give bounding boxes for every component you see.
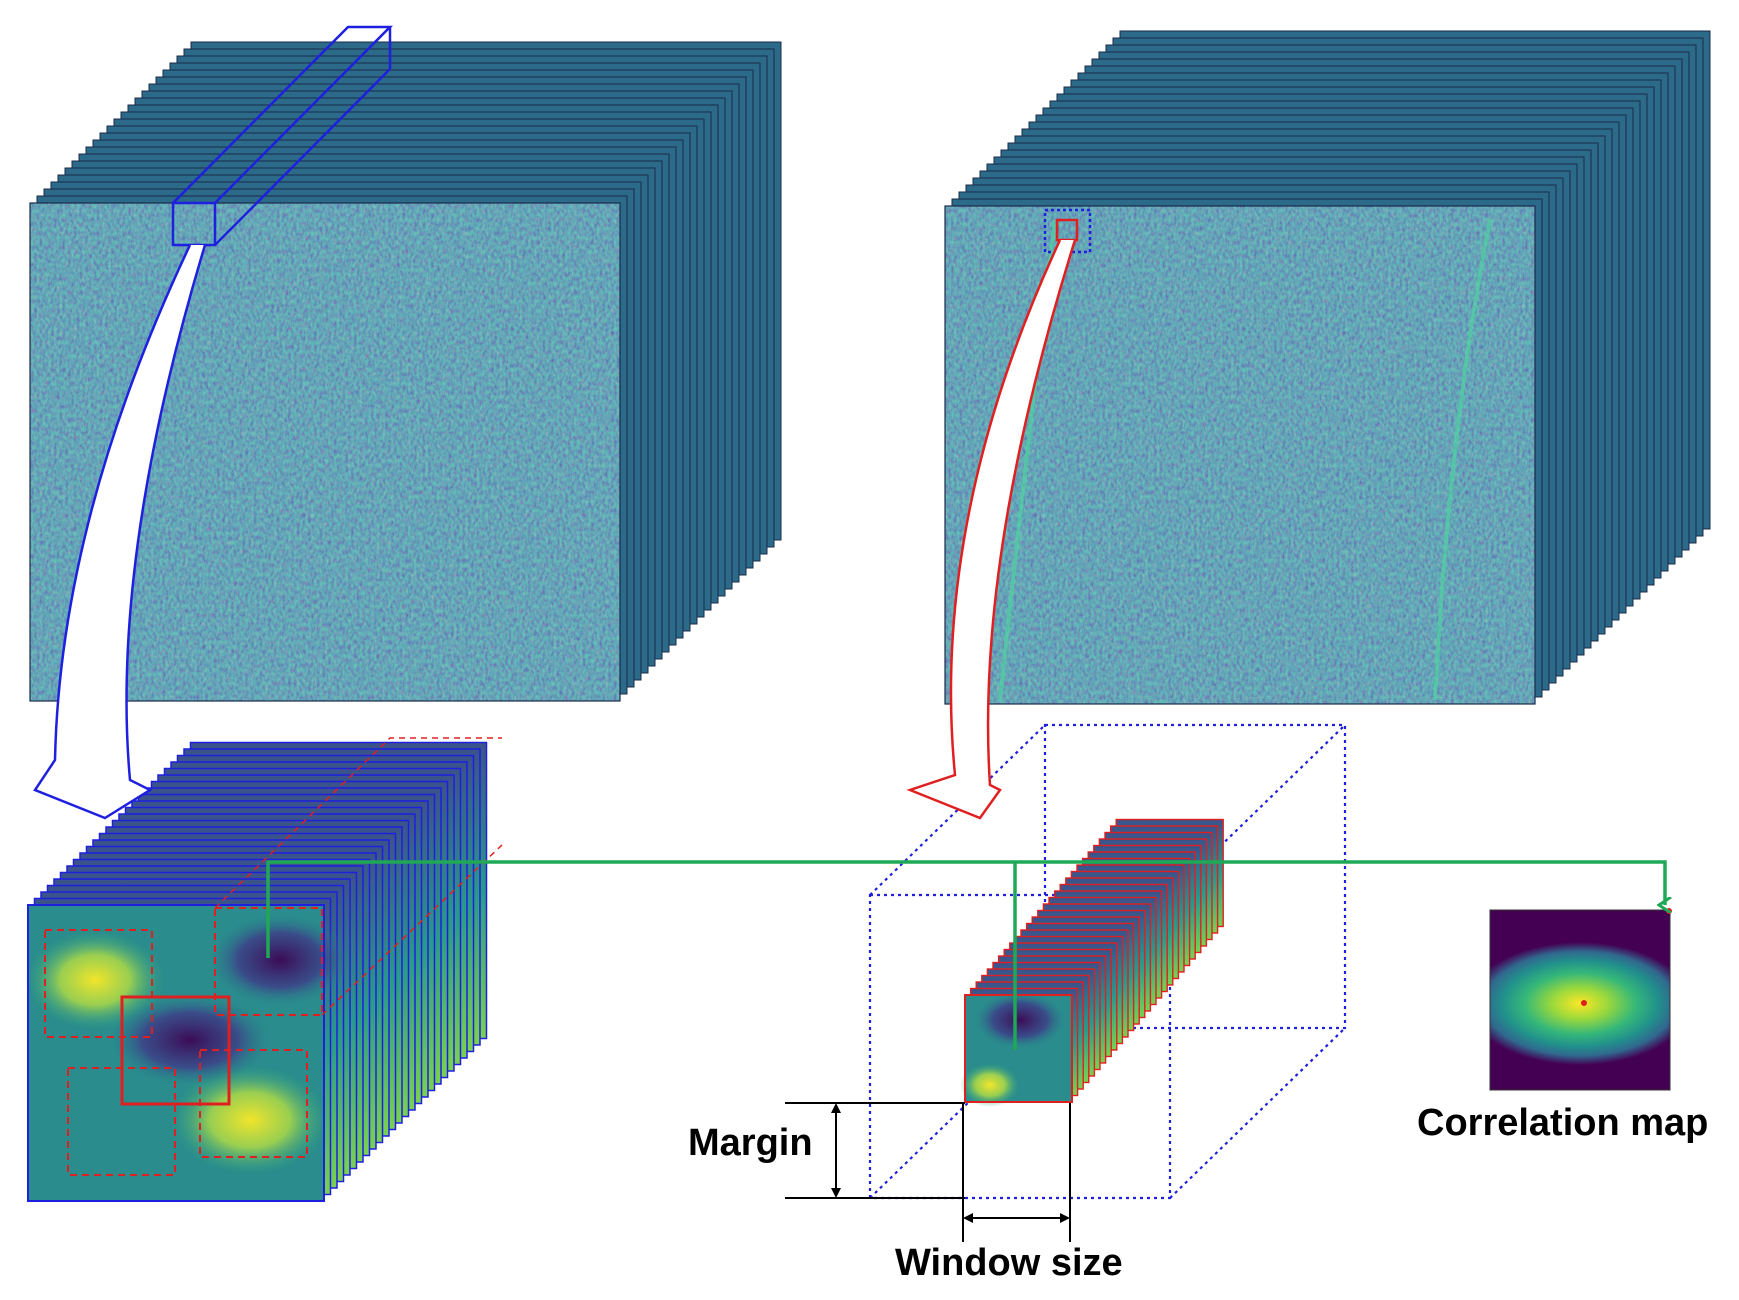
slice-front-texture (945, 206, 1535, 704)
reference-column-top (172, 25, 394, 204)
search-back-face (1043, 723, 1347, 1030)
dark-blob (975, 992, 1065, 1048)
dark-blob (210, 915, 350, 1005)
search-edge (1169, 1027, 1346, 1199)
solid-subwindow (120, 995, 231, 1106)
dashed-prism-edge (321, 844, 503, 1016)
particle-streak (1433, 219, 1492, 701)
reference-extract-arrow (33, 244, 207, 820)
window-front-border (27, 904, 325, 1202)
correlation-map (1489, 908, 1672, 1091)
correlation-map-label: Correlation map (1417, 1102, 1708, 1144)
bright-blob (170, 1065, 330, 1175)
dashed-prism-edge (214, 737, 502, 909)
reference-column-side (214, 68, 391, 246)
bright-blob (25, 930, 165, 1030)
correlation-corner-marker (1666, 908, 1672, 914)
target-window-stack (960, 818, 1224, 1107)
correlation-arrow (266, 860, 1665, 958)
annotation-overlays (33, 25, 1665, 1242)
window-size-label: Window size (895, 1242, 1123, 1284)
target-image-stack (944, 30, 1711, 705)
target-extract-arrow (906, 239, 1077, 820)
correlation-peak-marker (1581, 1000, 1587, 1006)
search-edge (1169, 724, 1346, 896)
margin-label: Margin (688, 1122, 813, 1164)
target-window-border (964, 994, 1073, 1103)
slice-front-border (29, 202, 621, 702)
search-front-face (868, 893, 1172, 1200)
dark-blob (110, 995, 270, 1085)
bright-blob (960, 1063, 1020, 1107)
dashed-subwindow (44, 929, 153, 1038)
slice-front-border (944, 205, 1536, 705)
reference-window-stack (25, 737, 503, 1202)
